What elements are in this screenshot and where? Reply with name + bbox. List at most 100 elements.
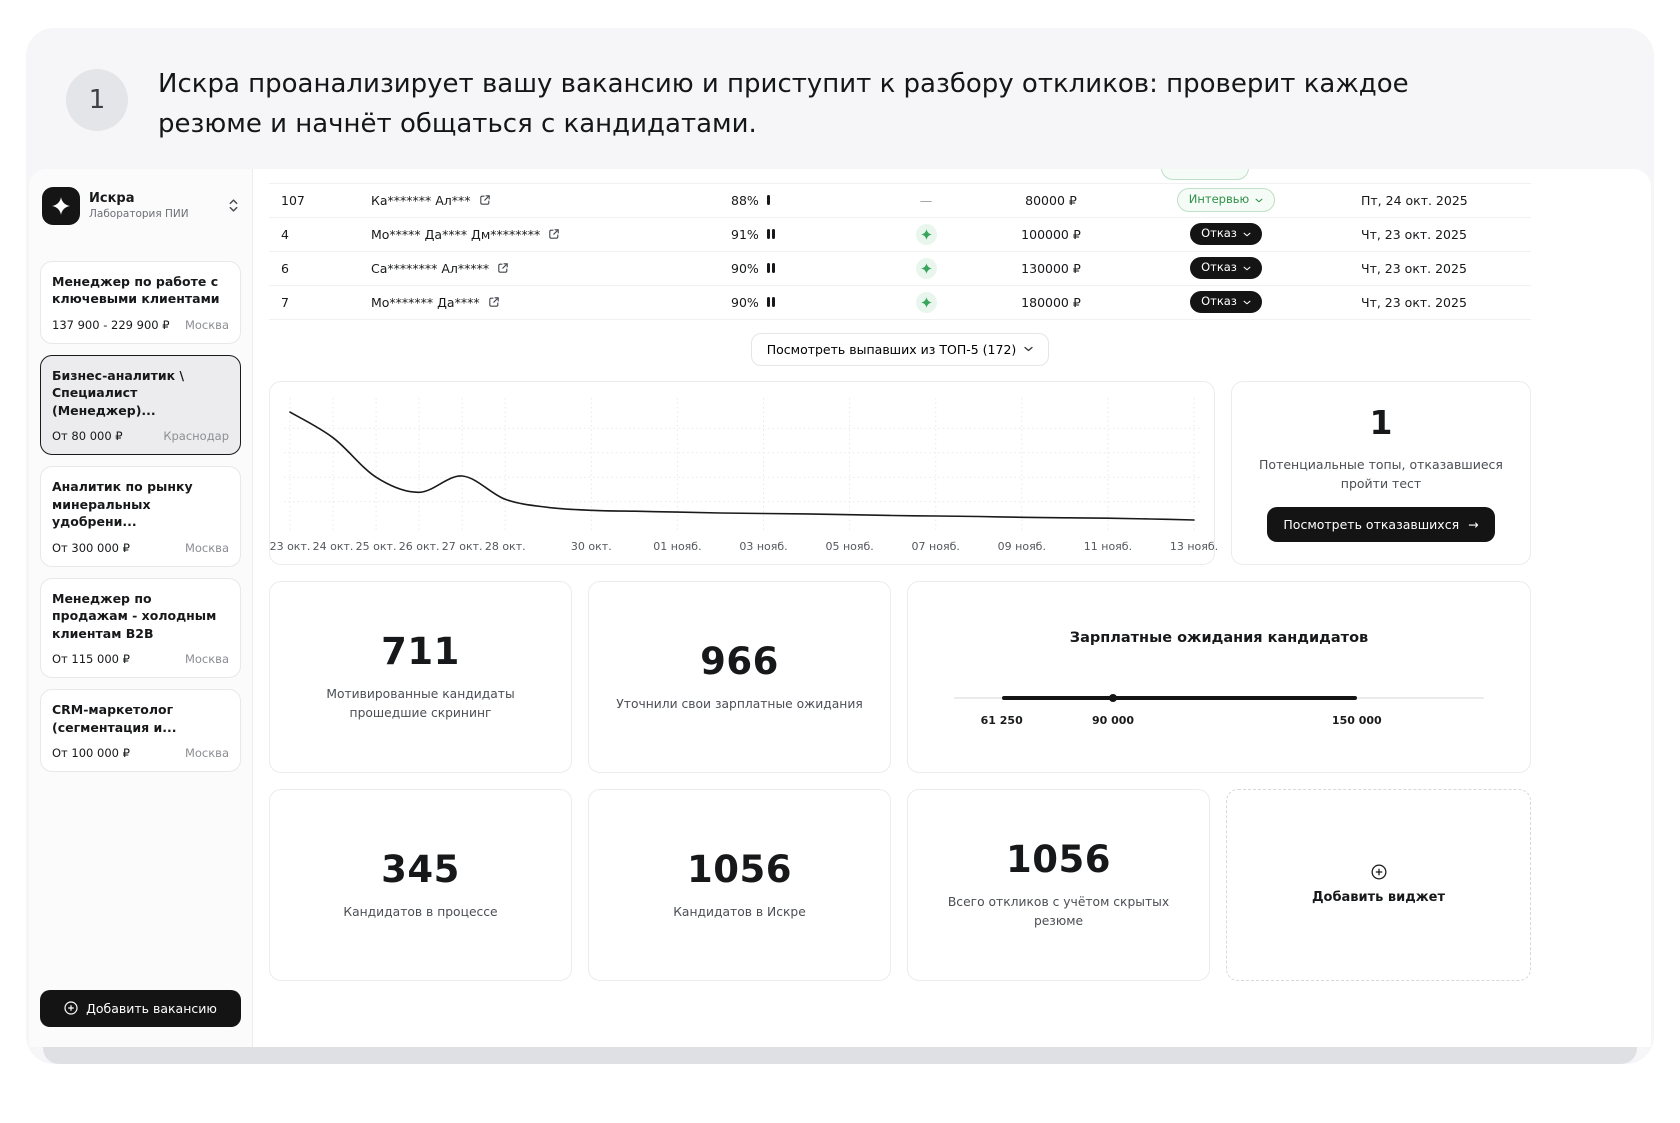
ai-cell <box>881 257 971 279</box>
x-axis-tick-label: 25 окт. <box>355 539 397 553</box>
vacancy-salary: 137 900 - 229 900 ₽ <box>52 317 170 332</box>
x-axis-tick-label: 27 окт. <box>441 539 483 553</box>
slider-active-range[interactable] <box>1001 695 1357 700</box>
candidate-name-cell: Са******** Ал***** <box>371 261 731 276</box>
vacancy-title: CRM-маркетолог (сегментация и... <box>52 702 177 735</box>
plus-circle-icon <box>1371 864 1387 880</box>
candidate-salary: 180000 ₽ <box>1021 294 1081 310</box>
ai-cell <box>881 291 971 313</box>
ai-sparkle-icon <box>915 257 937 279</box>
step-description: Искра проанализирует вашу вакансию и при… <box>158 69 1409 140</box>
workspace-switcher[interactable]: Искра Лаборатория ПИИ <box>40 186 241 225</box>
candidate-salary: 100000 ₽ <box>1021 226 1081 242</box>
vacancy-card-crm-marketer[interactable]: CRM-маркетолог (сегментация и... От 100 … <box>40 689 241 773</box>
candidate-row[interactable]: 7 Мо******* Да**** 90% <box>269 286 1531 320</box>
vacancy-card-key-accounts[interactable]: Менеджер по работе с ключевыми клиентами… <box>40 260 241 344</box>
candidate-date: Пт, 24 окт. 2025 <box>1361 192 1468 208</box>
chevron-down-icon <box>1243 266 1251 271</box>
match-percent: 90% <box>731 294 759 310</box>
x-axis-tick-label: 23 окт. <box>269 539 311 553</box>
external-link-icon[interactable] <box>488 296 500 308</box>
x-axis-tick-label: 07 нояб. <box>911 539 960 553</box>
window-bottom-bar <box>43 1046 1637 1064</box>
x-axis-tick-label: 03 нояб. <box>739 539 788 553</box>
match-bars-icon <box>766 297 775 308</box>
salary-range-slider: 61 250 90 000 150 000 <box>954 690 1484 742</box>
applications-trend-chart: 23 окт. 24 окт. 25 окт. 26 окт. 27 окт. 28 ок… <box>269 380 1219 565</box>
main-content: 107 Ка******* Ал*** 88% — 80000 ₽ <box>253 168 1651 1047</box>
external-link-icon[interactable] <box>548 228 560 240</box>
status-cell: Интервью <box>1131 188 1321 212</box>
candidate-name: Мо***** Да**** Дм******** <box>371 226 541 242</box>
candidate-rank: 4 <box>281 226 289 242</box>
match-cell: 90% <box>731 261 881 276</box>
candidate-name: Мо******* Да**** <box>371 294 480 310</box>
salary-max-label: 150 000 <box>1331 713 1382 727</box>
chevron-down-icon <box>1255 198 1263 203</box>
external-link-icon[interactable] <box>497 262 509 274</box>
candidate-salary: 130000 ₽ <box>1021 260 1081 276</box>
stat-card-salary-clarified: 966 Уточнили свои зарплатные ожидания <box>588 580 891 773</box>
arrow-right-icon: → <box>1468 517 1479 533</box>
match-percent: 90% <box>731 260 759 276</box>
candidate-salary: 80000 ₽ <box>1025 192 1077 208</box>
status-label: Отказ <box>1201 294 1237 309</box>
status-label: Интервью <box>1188 192 1250 207</box>
chevron-down-icon <box>1024 346 1033 352</box>
vacancy-meta: От 300 000 ₽ Москва <box>52 541 229 555</box>
vacancy-card-market-analyst[interactable]: Аналитик по рынку минеральных удобрени..… <box>40 466 241 567</box>
slider-handle[interactable] <box>1109 693 1117 702</box>
vacancy-salary: От 100 000 ₽ <box>52 746 130 761</box>
vacancy-city: Москва <box>184 652 229 667</box>
x-axis-labels: 23 окт. 24 окт. 25 окт. 26 окт. 27 окт. 28 ок… <box>270 538 1219 556</box>
status-dropdown-interview[interactable]: Интервью <box>1176 188 1276 212</box>
vacancy-title: Аналитик по рынку минеральных удобрени..… <box>52 479 193 530</box>
workspace-info: Искра Лаборатория ПИИ <box>89 191 189 221</box>
stat-label: Кандидатов в процессе <box>343 904 498 919</box>
partial-status-pill <box>1161 168 1249 180</box>
candidate-row[interactable]: 107 Ка******* Ал*** 88% — 80000 ₽ <box>269 184 1531 218</box>
stat-label: Кандидатов в Искре <box>673 904 806 919</box>
salary-min-label: 61 250 <box>980 713 1023 727</box>
x-axis-tick-label: 28 окт. <box>484 539 526 553</box>
match-cell: 90% <box>731 295 881 310</box>
add-widget-button[interactable]: Добавить виджет <box>1226 788 1531 981</box>
dropped-row: Посмотреть выпавших из ТОП-5 (172) <box>269 320 1531 381</box>
candidate-date: Чт, 23 окт. 2025 <box>1361 260 1467 276</box>
stat-value: 345 <box>381 847 460 891</box>
chevron-down-icon <box>1243 300 1251 305</box>
step-header: 1 Искра проанализирует вашу вакансию и п… <box>26 64 1654 145</box>
plus-circle-icon <box>64 1001 78 1015</box>
candidate-date: Чт, 23 окт. 2025 <box>1361 226 1467 242</box>
view-refusals-button[interactable]: Посмотреть отказавшихся → <box>1267 507 1495 543</box>
external-link-icon[interactable] <box>479 194 491 206</box>
iskra-logo-icon <box>42 186 80 225</box>
x-axis-tick-label: 13 нояб. <box>1169 539 1219 553</box>
vacancy-card-b2b-sales[interactable]: Менеджер по продажам - холодным клиентам… <box>40 577 241 679</box>
show-dropped-top5-button[interactable]: Посмотреть выпавших из ТОП-5 (172) <box>750 332 1050 366</box>
vacancy-card-business-analyst[interactable]: Бизнес-аналитик \ Специалист (Менеджер).… <box>40 354 241 456</box>
status-dropdown-reject[interactable]: Отказ <box>1190 291 1262 313</box>
x-axis-tick-label: 24 окт. <box>312 539 354 553</box>
salary-expectations-widget: Зарплатные ожидания кандидатов 61 250 90… <box>907 580 1531 773</box>
vacancy-meta: От 80 000 ₽ Краснодар <box>52 429 229 443</box>
x-axis-tick-label: 11 нояб. <box>1083 539 1133 553</box>
up-down-chevron-icon[interactable] <box>228 198 239 213</box>
add-widget-label: Добавить виджет <box>1311 890 1446 906</box>
candidate-row[interactable]: 6 Са******** Ал***** 90% <box>269 252 1531 286</box>
vacancy-salary: От 300 000 ₽ <box>52 540 130 555</box>
status-cell: Отказ <box>1131 257 1321 279</box>
match-bars-icon <box>766 263 775 274</box>
step-number-badge: 1 <box>66 69 128 131</box>
add-vacancy-label: Добавить вакансию <box>86 1000 217 1016</box>
add-vacancy-button[interactable]: Добавить вакансию <box>40 989 241 1027</box>
status-label: Отказ <box>1201 226 1237 241</box>
stat-label: Всего откликов с учётом скрытых резюме <box>947 895 1170 929</box>
x-axis-tick-label: 05 нояб. <box>825 539 874 553</box>
candidate-name-cell: Мо******* Да**** <box>371 295 731 310</box>
app-window: Искра Лаборатория ПИИ Менеджер по работе… <box>29 168 1651 1047</box>
status-dropdown-reject[interactable]: Отказ <box>1190 223 1262 245</box>
status-dropdown-reject[interactable]: Отказ <box>1190 257 1262 279</box>
candidate-row[interactable]: 4 Мо***** Да**** Дм******** 91% <box>269 218 1531 252</box>
candidate-rank: 107 <box>281 192 305 208</box>
